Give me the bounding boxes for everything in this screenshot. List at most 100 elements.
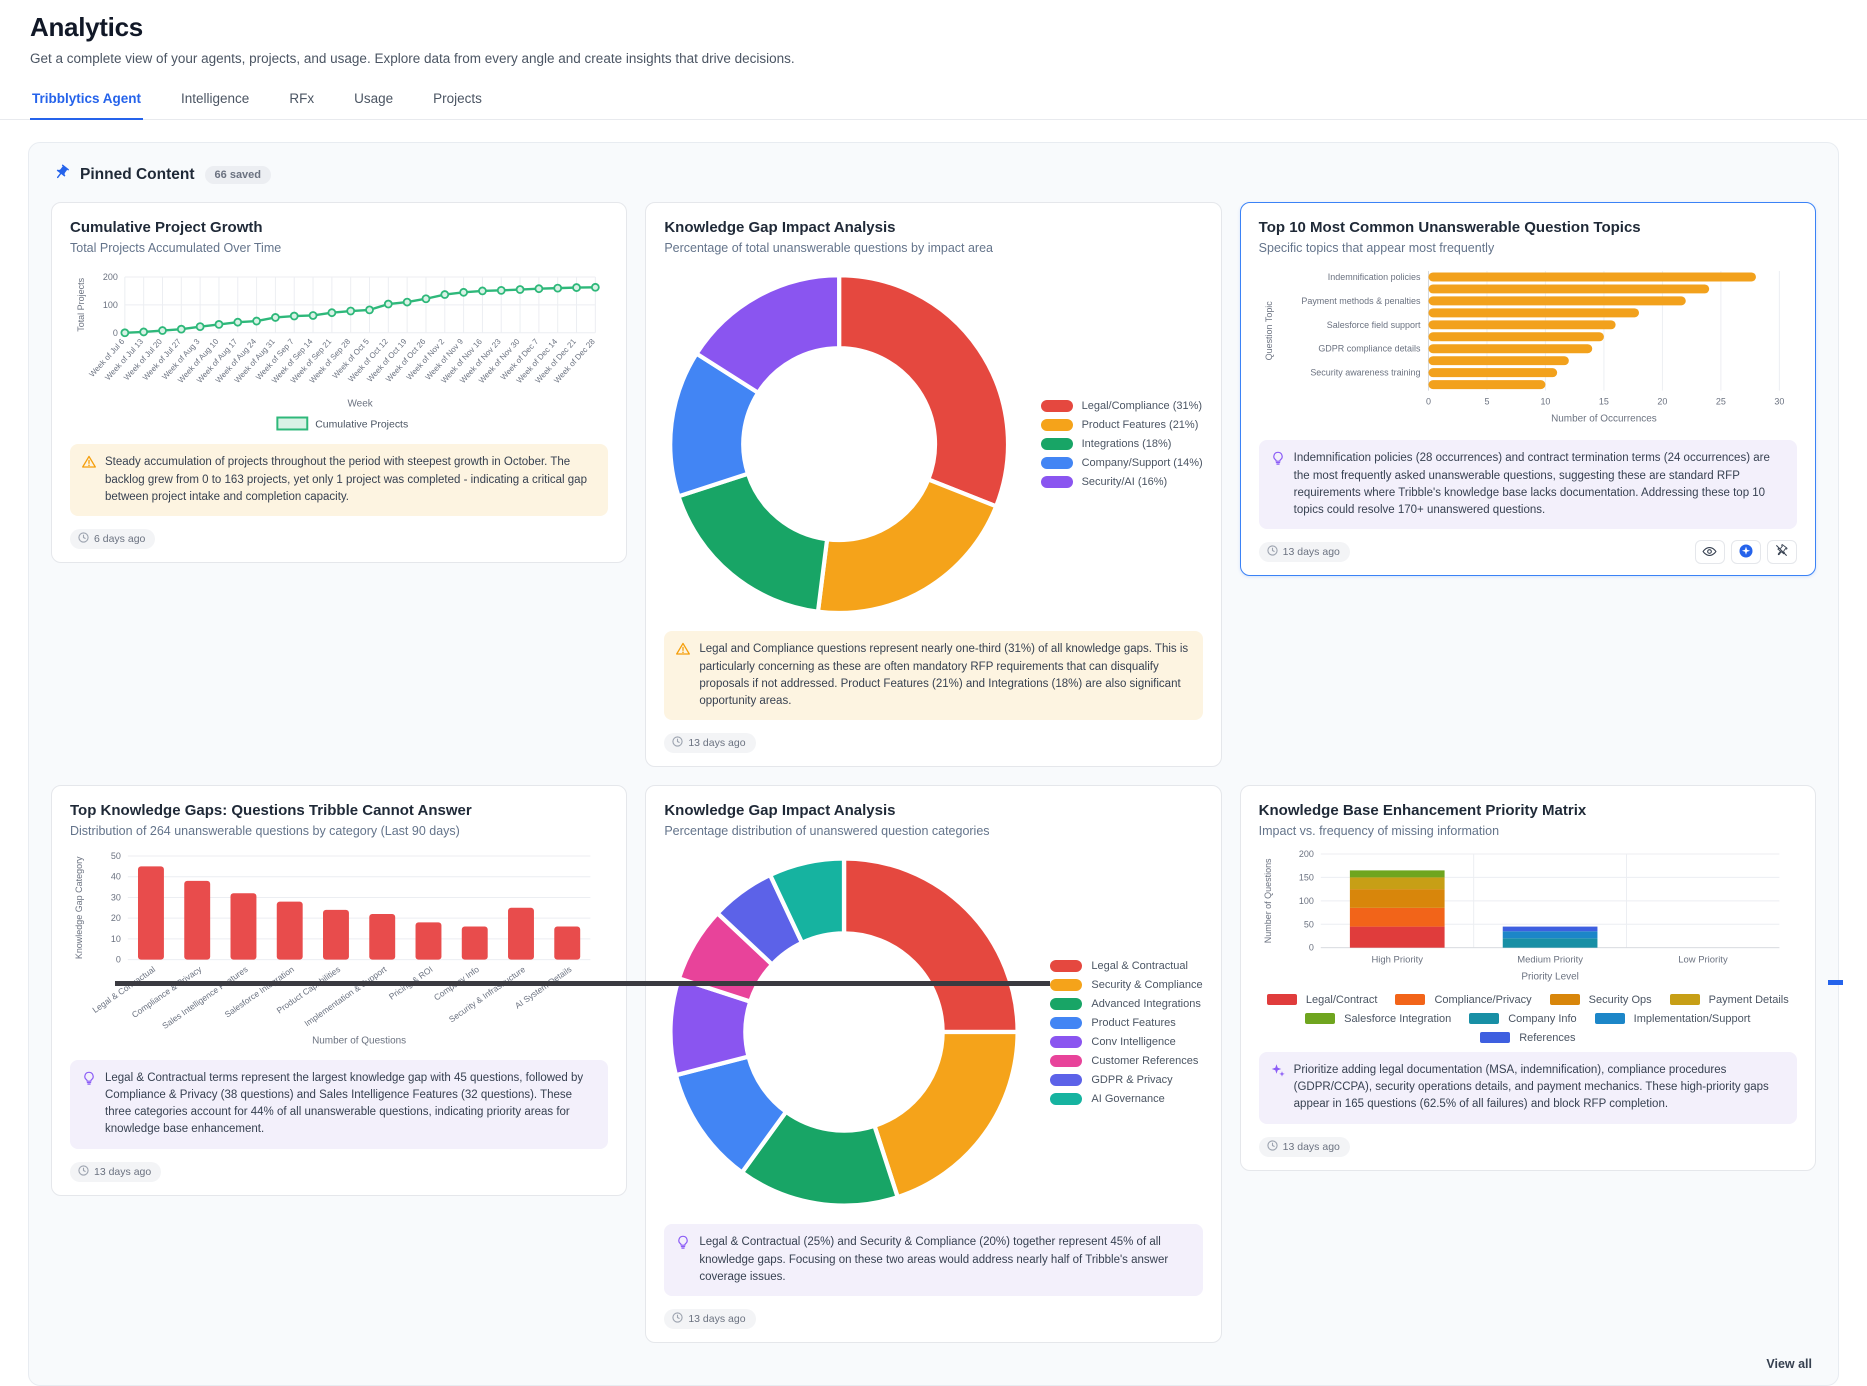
ai-sparkle-icon <box>1739 544 1753 561</box>
timestamp-text: 13 days ago <box>688 1313 746 1326</box>
svg-text:Sales Intelligence Features: Sales Intelligence Features <box>160 964 249 1031</box>
legend-item: Salesforce Integration <box>1305 1013 1451 1025</box>
clock-icon <box>78 1164 89 1179</box>
timestamp-text: 13 days ago <box>1282 1140 1340 1153</box>
view-all-link[interactable]: View all <box>1766 1357 1812 1372</box>
pinned-content-title: Pinned Content <box>80 165 195 183</box>
legend-item: Conv Intelligence <box>1050 1035 1202 1048</box>
card-top-knowledge-gaps[interactable]: Top Knowledge Gaps: Questions Tribble Ca… <box>51 785 628 1196</box>
tab-bar: Tribblytics Agent Intelligence RFx Usage Pro… <box>0 82 1867 120</box>
svg-text:Number of Occurrences: Number of Occurrences <box>1551 414 1657 425</box>
horizontal-bar-chart: 0 5 10 15 20 25 30 Indemnification policies Paym… <box>1259 265 1797 432</box>
card-knowledge-gap-impact-1[interactable]: Knowledge Gap Impact Analysis Percentage… <box>645 202 1222 768</box>
svg-text:50: 50 <box>1304 920 1314 930</box>
insight-box: Steady accumulation of projects througho… <box>70 444 609 517</box>
chart-legend: Legal & Contractual Security & Compliance… <box>1050 959 1203 1105</box>
card-title: Top 10 Most Common Unanswerable Question… <box>1258 219 1641 236</box>
card-enhancement-priority-matrix[interactable]: Knowledge Base Enhancement Priority Matr… <box>1239 785 1816 1171</box>
legend-item: Payment Details <box>1669 994 1789 1006</box>
svg-text:Indemnification policies: Indemnification policies <box>1327 272 1420 282</box>
svg-text:Payment methods & penalties: Payment methods & penalties <box>1301 296 1421 306</box>
lightbulb-icon <box>82 1071 96 1139</box>
insight-box: Indemnification policies (28 occurrences… <box>1258 440 1797 530</box>
svg-text:Medium Priority: Medium Priority <box>1517 955 1583 966</box>
pin-icon <box>53 164 70 186</box>
svg-text:Security & Infrastructure: Security & Infrastructure <box>447 964 527 1024</box>
svg-text:Cumulative Projects: Cumulative Projects <box>315 419 408 430</box>
card-title: Knowledge Gap Impact Analysis <box>664 219 896 236</box>
chart-legend: Legal/Compliance (31%) Product Features (… <box>1040 400 1203 489</box>
card-subtitle: Total Projects Accumulated Over Time <box>70 241 282 255</box>
tab-tribblytics-agent[interactable]: Tribblytics Agent <box>30 82 144 120</box>
legend-item: Product Features (21%) <box>1040 419 1203 432</box>
svg-text:15: 15 <box>1599 397 1609 407</box>
tab-intelligence[interactable]: Intelligence <box>181 91 250 106</box>
bottom-page-edge <box>115 981 1050 986</box>
warning-icon <box>676 642 691 710</box>
clock-icon <box>1267 1139 1278 1154</box>
svg-text:10: 10 <box>1540 397 1550 407</box>
clock-icon <box>672 1312 683 1326</box>
page-subtitle: Get a complete view of your agents, proj… <box>30 51 795 66</box>
svg-text:Knowledge Gap Category: Knowledge Gap Category <box>74 856 84 959</box>
card-cumulative-project-growth[interactable]: Cumulative Project Growth Total Projects… <box>51 202 628 564</box>
insight-text: Legal & Contractual (25%) and Security &… <box>699 1236 1169 1283</box>
svg-text:High Priority: High Priority <box>1371 955 1423 966</box>
legend-item: Advanced Integrations <box>1050 997 1202 1010</box>
svg-text:50: 50 <box>111 851 121 861</box>
lightbulb-icon <box>676 1235 690 1286</box>
svg-text:Number of Questions: Number of Questions <box>1263 858 1273 943</box>
unpin-button[interactable] <box>1766 540 1797 565</box>
card-footer: 13 days ago <box>664 730 1202 756</box>
tab-rfx[interactable]: RFx <box>289 91 315 106</box>
svg-text:Number of Questions: Number of Questions <box>312 1036 406 1047</box>
svg-text:Week: Week <box>347 399 372 410</box>
legend-item: Company/Support (14%) <box>1040 457 1203 470</box>
svg-text:150: 150 <box>1299 873 1314 883</box>
svg-text:200: 200 <box>1299 849 1314 859</box>
saved-count-badge: 66 saved <box>204 165 272 184</box>
svg-text:100: 100 <box>1299 896 1314 906</box>
tab-projects[interactable]: Projects <box>433 91 482 106</box>
timestamp-badge: 6 days ago <box>70 529 156 550</box>
legend-item: Legal/Compliance (31%) <box>1040 400 1203 413</box>
timestamp-badge: 13 days ago <box>664 1309 756 1330</box>
timestamp-text: 13 days ago <box>688 737 746 750</box>
legend-item: Company Info <box>1469 1013 1577 1025</box>
svg-text:GDPR compliance details: GDPR compliance details <box>1318 344 1421 354</box>
insight-box: Prioritize adding legal documentation (M… <box>1258 1051 1797 1124</box>
svg-text:0: 0 <box>113 328 118 338</box>
insight-text: Legal & Contractual terms represent the … <box>105 1071 584 1136</box>
timestamp-text: 13 days ago <box>1282 546 1340 559</box>
insight-box: Legal & Contractual terms represent the … <box>70 1059 609 1149</box>
card-knowledge-gap-impact-2[interactable]: Knowledge Gap Impact Analysis Percentage… <box>645 785 1222 1344</box>
insight-text: Indemnification policies (28 occurrences… <box>1293 452 1770 517</box>
tab-usage[interactable]: Usage <box>354 91 394 106</box>
legend-item: Integrations (18%) <box>1040 438 1203 451</box>
timestamp-badge: 13 days ago <box>1258 1136 1350 1157</box>
card-subtitle: Percentage of total unanswerable questio… <box>664 241 994 255</box>
insight-text: Steady accumulation of projects througho… <box>105 456 587 503</box>
legend-item: GDPR & Privacy <box>1050 1073 1202 1086</box>
svg-text:20: 20 <box>111 913 121 923</box>
legend-item: Security Ops <box>1549 994 1652 1006</box>
svg-text:25: 25 <box>1716 397 1726 407</box>
bar-chart: 0 10 20 30 40 50 Legal & Contractual Compliance… <box>70 848 608 1051</box>
lightbulb-icon <box>1271 451 1285 519</box>
svg-text:Salesforce field support: Salesforce field support <box>1326 320 1420 330</box>
insight-box: Legal & Contractual (25%) and Security &… <box>664 1224 1203 1297</box>
svg-text:0: 0 <box>1308 943 1313 953</box>
view-button[interactable] <box>1694 540 1725 565</box>
timestamp-text: 13 days ago <box>94 1165 152 1178</box>
donut-chart: Legal & Contractual Security & Compliance… <box>664 848 1203 1216</box>
svg-text:100: 100 <box>103 300 118 310</box>
ai-insight-button[interactable] <box>1730 540 1761 565</box>
legend-item: Security & Compliance <box>1050 978 1203 991</box>
sparkles-icon <box>1271 1063 1285 1114</box>
page-title: Analytics <box>30 12 143 42</box>
pin-off-icon <box>1775 544 1788 560</box>
eye-icon <box>1702 545 1718 560</box>
stacked-bar-chart: 0 50 100 150 200 High Priority Medium Priority… <box>1259 848 1797 1044</box>
card-top-10-unanswerable-topics[interactable]: Top 10 Most Common Unanswerable Question… <box>1239 202 1816 577</box>
card-title: Knowledge Gap Impact Analysis <box>664 802 896 820</box>
